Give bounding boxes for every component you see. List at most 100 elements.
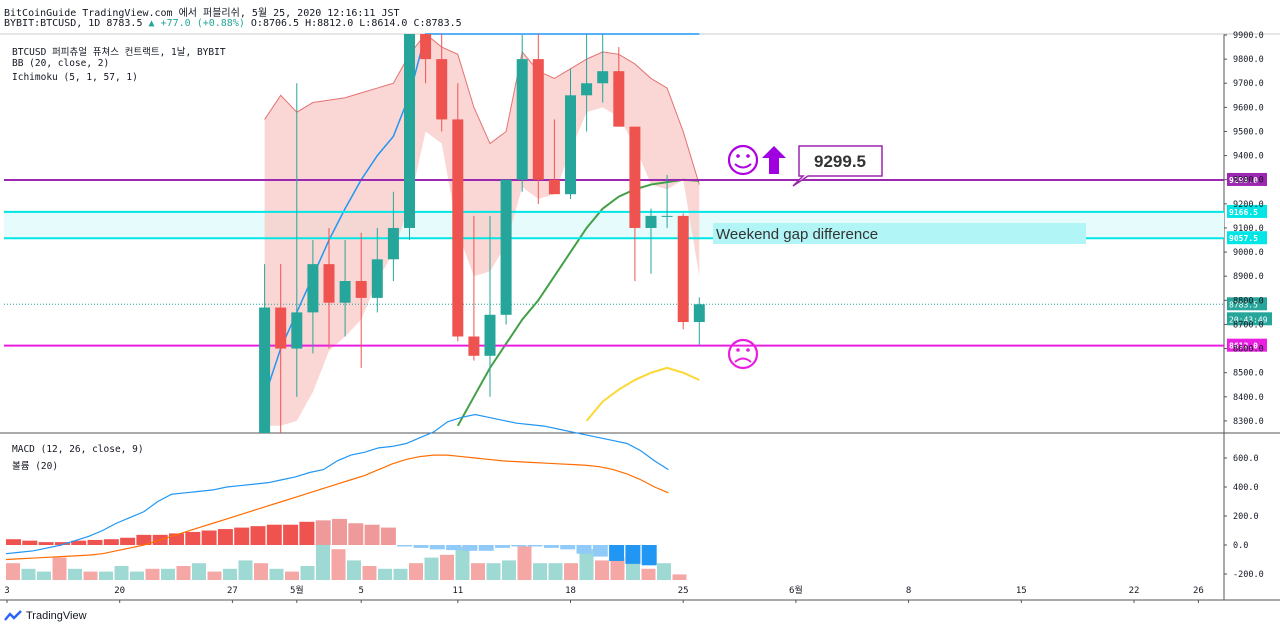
- volume-bar: [424, 557, 439, 580]
- callout-value: 9299.5: [814, 152, 866, 171]
- volume-bar: [548, 563, 563, 580]
- candle-body: [613, 71, 625, 127]
- legend-bb: BB (20, close, 2): [12, 58, 110, 69]
- smiley-eye-left: [736, 154, 740, 158]
- price-tick-label: 8800.0: [1233, 296, 1264, 306]
- candle-body: [259, 307, 271, 433]
- last-price-label: 8783.5: [1229, 300, 1258, 309]
- price-tick-label: 8600.0: [1233, 345, 1264, 355]
- countdown-label: 20:43:49: [1229, 315, 1268, 324]
- candle-body: [436, 59, 448, 120]
- volume-bar: [99, 571, 113, 580]
- volume-bar: [145, 568, 160, 580]
- volume-bar: [672, 574, 687, 580]
- up-arrow-icon: [762, 146, 786, 174]
- candle-body: [516, 59, 528, 180]
- time-tick-label: 6월: [789, 584, 803, 596]
- gap-label-box: [713, 223, 1086, 244]
- time-tick-label: 20: [114, 586, 125, 596]
- macd-histogram-bar: [348, 523, 364, 545]
- legend-volume: 볼륨 (20): [12, 461, 59, 472]
- volume-bar: [347, 560, 361, 580]
- price-tick-label: 9100.0: [1233, 224, 1264, 234]
- macd-histogram-bar: [54, 542, 70, 545]
- macd-histogram-bar: [250, 526, 266, 545]
- tradingview-watermark: TradingView: [4, 608, 87, 624]
- time-tick-label: 26: [1193, 586, 1204, 596]
- change-up-icon: ▲: [148, 18, 155, 29]
- volume-bar: [579, 549, 594, 580]
- price-tick-label: 9900.0: [1233, 31, 1264, 41]
- volume-bar: [564, 563, 578, 580]
- price-tick-label: 9500.0: [1233, 127, 1264, 137]
- candle-body: [355, 281, 367, 298]
- price-tick-label: 8700.0: [1233, 320, 1264, 330]
- volume-bar: [533, 563, 547, 580]
- volume-bar: [471, 563, 485, 580]
- volume-bar: [316, 535, 330, 580]
- candles: [259, 34, 705, 433]
- time-tick-label: 3: [4, 586, 9, 596]
- price-tick-label: 9300.0: [1233, 176, 1264, 186]
- sad-eye-left: [736, 348, 740, 352]
- time-tick-label: 25: [678, 586, 689, 596]
- macd-histogram-bar: [625, 545, 641, 564]
- volume-bar: [409, 563, 423, 580]
- axes: 9900.0 9800.0 9700.0 9600.0 9500.0 9400.0 9300…: [4, 31, 1264, 603]
- level-tag-1: [1227, 204, 1267, 218]
- volume-bar: [595, 560, 609, 580]
- tradingview-logo-icon: [4, 610, 22, 621]
- macd-histogram-bar: [283, 524, 299, 545]
- level-tag-2: [1227, 231, 1267, 245]
- macd-histogram-bar: [169, 533, 184, 545]
- candle-body: [371, 259, 383, 298]
- annotations: 9299.5 Weekend gap difference: [713, 144, 1086, 370]
- level-tag-3: [1227, 338, 1267, 352]
- tenkan-line: [263, 33, 700, 398]
- macd-histogram-bar: [527, 545, 543, 547]
- candle-body: [597, 71, 609, 84]
- macd-tick-label: 400.0: [1233, 483, 1259, 493]
- volume-bar: [114, 566, 129, 580]
- candle-body: [468, 336, 480, 356]
- watermark-text: TradingView: [26, 610, 87, 622]
- price-tick-label: 9000.0: [1233, 248, 1264, 258]
- price-tick-label: 9700.0: [1233, 79, 1264, 89]
- macd-histogram-bar: [592, 545, 608, 557]
- legend-macd: MACD (12, 26, close, 9): [12, 444, 144, 455]
- time-tick-label: 8: [906, 586, 911, 596]
- macd-histogram-bar: [38, 542, 54, 545]
- volume-bar: [440, 554, 454, 580]
- candle-body: [500, 179, 512, 315]
- volume-bar: [300, 566, 315, 580]
- volume-bar: [486, 563, 501, 580]
- last-price-tag: [1227, 297, 1267, 311]
- price-tick-label: 9400.0: [1233, 152, 1264, 162]
- macd-tick-label: -200.0: [1233, 570, 1264, 580]
- volume-bar: [238, 560, 253, 580]
- price-tick-label: 9800.0: [1233, 55, 1264, 65]
- sad-mouth: [734, 357, 752, 363]
- price-tick-label: 8900.0: [1233, 272, 1264, 282]
- level-label-3: 8612.0: [1229, 342, 1258, 351]
- volume-bar: [502, 560, 516, 580]
- header-line2: BYBIT:BTCUSD, 1D 8783.5 ▲ +77.0 (+0.88%)…: [4, 18, 462, 29]
- time-tick-label: 18: [565, 586, 576, 596]
- sad-face-icon: [727, 338, 759, 370]
- price-tick-label: 8400.0: [1233, 393, 1264, 403]
- macd-histogram-bar: [397, 545, 413, 547]
- time-tick-label: 11: [452, 586, 463, 596]
- macd-histogram-bar: [185, 531, 201, 545]
- time-tick-label: 5월: [290, 584, 304, 596]
- candle-body: [677, 215, 689, 323]
- candle-body: [661, 215, 673, 217]
- bb-area: [264, 34, 700, 426]
- candle-body: [532, 59, 544, 180]
- candle-body: [291, 312, 303, 349]
- time-tick-label: 22: [1129, 586, 1140, 596]
- volume-bar: [21, 568, 36, 580]
- volume-bar: [223, 568, 237, 580]
- volume-bar: [378, 568, 392, 580]
- price-change: +77.0 (+0.88%): [160, 18, 245, 29]
